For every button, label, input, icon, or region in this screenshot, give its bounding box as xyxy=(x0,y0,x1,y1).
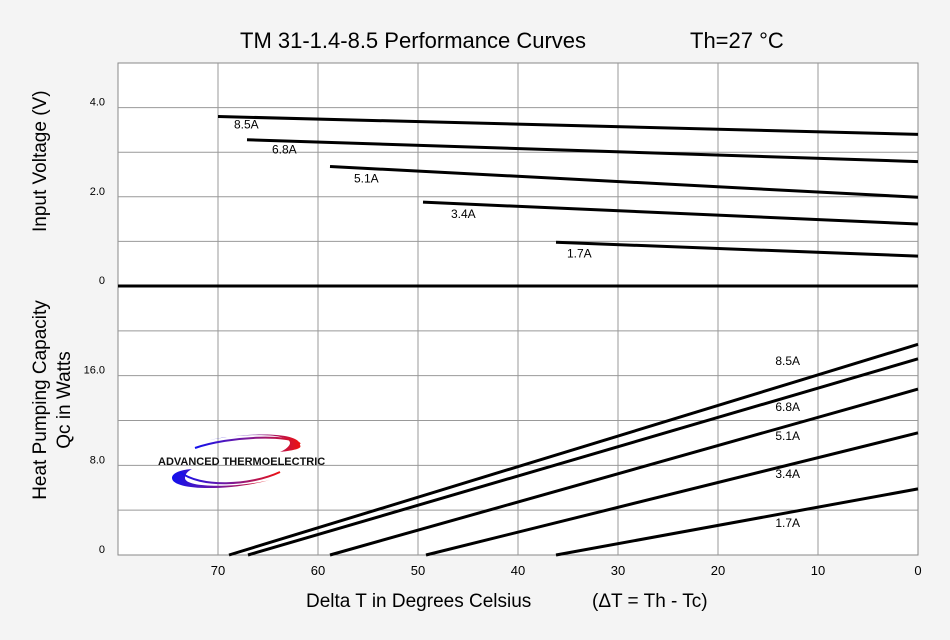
x-tick-label: 40 xyxy=(511,563,525,578)
curve-heat-pumping-1-7A xyxy=(555,487,919,557)
curve-heat-pumping-6-8A xyxy=(247,357,919,557)
x-tick-label: 50 xyxy=(411,563,425,578)
advanced-thermoelectric-logo: ADVANCED THERMOELECTRIC xyxy=(158,434,325,489)
y-tick-label-voltage: 4.0 xyxy=(90,97,105,109)
y-tick-label-voltage: 2.0 xyxy=(90,186,105,198)
curve-heat-pumping-3-4A xyxy=(425,431,919,557)
y-axis-label-qc-line2: Qc in Watts xyxy=(54,351,75,448)
logo-text: ADVANCED THERMOELECTRIC xyxy=(158,456,325,468)
curve-label-heat-pumping: 8.5A xyxy=(775,354,800,368)
y-axis-label-qc-line1: Heat Pumping Capacity xyxy=(30,300,51,500)
curve-voltage-1-7A xyxy=(555,240,919,258)
curve-label-heat-pumping: 1.7A xyxy=(775,516,800,530)
x-tick-label: 30 xyxy=(611,563,625,578)
curve-label-voltage: 8.5A xyxy=(234,118,259,132)
curve-label-heat-pumping: 5.1A xyxy=(775,429,800,443)
curve-voltage-5-1A xyxy=(329,164,919,199)
y-tick-label-voltage: 0 xyxy=(99,275,105,287)
x-axis-label: Delta T in Degrees Celsius xyxy=(306,591,531,612)
curve-label-voltage: 1.7A xyxy=(567,246,592,260)
curve-label-voltage: 3.4A xyxy=(451,207,476,221)
y-tick-label-heat-pumping: 16.0 xyxy=(84,365,105,377)
y-tick-label-heat-pumping: 8.0 xyxy=(90,454,105,466)
chart-subtitle: Th=27 °C xyxy=(690,28,784,53)
curve-label-voltage: 5.1A xyxy=(354,171,379,185)
curve-heat-pumping-8-5A xyxy=(228,342,919,557)
x-tick-label: 70 xyxy=(211,563,225,578)
curve-heat-pumping-5-1A xyxy=(329,387,919,557)
y-axis-label-voltage: Input Voltage (V) xyxy=(30,90,51,232)
curve-label-heat-pumping: 6.8A xyxy=(775,400,800,414)
y-tick-label-heat-pumping: 0 xyxy=(99,544,105,556)
x-tick-label: 10 xyxy=(811,563,825,578)
x-axis-label-note: (ΔT = Th - Tc) xyxy=(592,591,708,612)
curve-voltage-6-8A xyxy=(246,138,919,164)
x-tick-label: 0 xyxy=(914,563,921,578)
chart-title: TM 31-1.4-8.5 Performance Curves xyxy=(240,28,586,53)
curve-voltage-3-4A xyxy=(422,200,919,226)
curve-label-heat-pumping: 3.4A xyxy=(775,467,800,481)
x-tick-label: 20 xyxy=(711,563,725,578)
x-tick-label: 60 xyxy=(311,563,325,578)
curve-voltage-8-5A xyxy=(217,115,919,136)
curve-label-voltage: 6.8A xyxy=(272,143,297,157)
